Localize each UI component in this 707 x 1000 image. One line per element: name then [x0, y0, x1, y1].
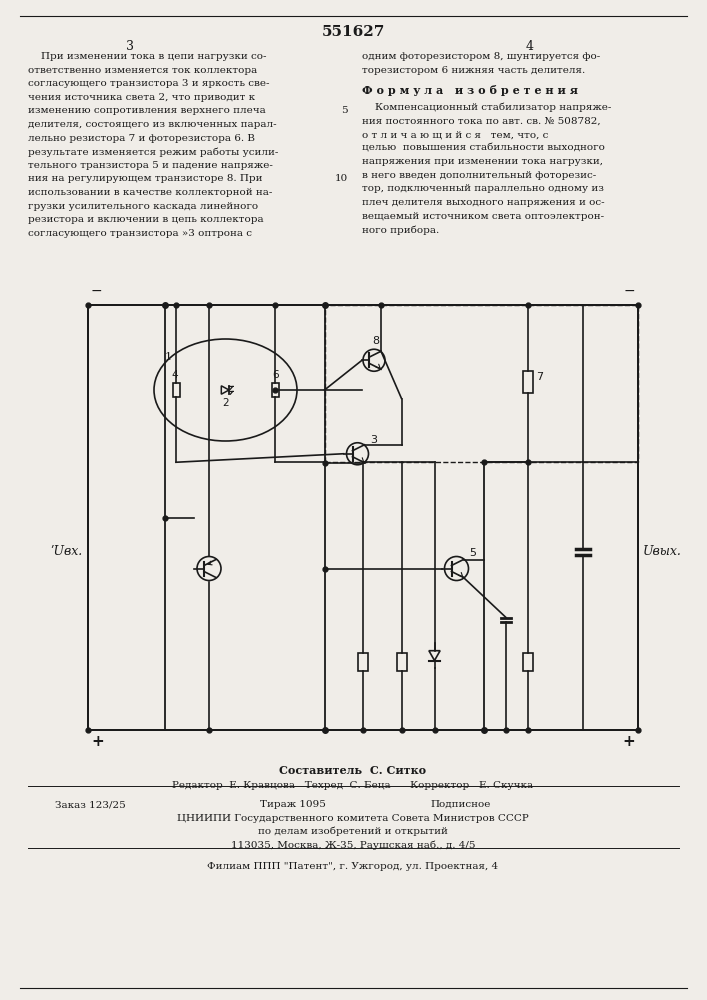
Text: плеч делителя выходного напряжения и ос-: плеч делителя выходного напряжения и ос- — [362, 198, 604, 207]
Text: грузки усилительного каскада линейного: грузки усилительного каскада линейного — [28, 202, 258, 211]
Text: 4: 4 — [172, 370, 178, 380]
Text: напряжения при изменении тока нагрузки,: напряжения при изменении тока нагрузки, — [362, 157, 603, 166]
Text: торезистором 6 нижняя часть делителя.: торезистором 6 нижняя часть делителя. — [362, 66, 585, 75]
Text: делителя, состоящего из включенных парал-: делителя, состоящего из включенных парал… — [28, 120, 276, 129]
Text: ния на регулирующем транзисторе 8. При: ния на регулирующем транзисторе 8. При — [28, 174, 262, 183]
Bar — [271, 383, 279, 397]
Text: 7: 7 — [536, 371, 543, 381]
Text: использовании в качестве коллекторной на-: использовании в качестве коллекторной на… — [28, 188, 272, 197]
Text: лельно резистора 7 и фоторезистора 6. В: лельно резистора 7 и фоторезистора 6. В — [28, 134, 255, 143]
Text: +: + — [91, 734, 104, 749]
Text: −: − — [624, 284, 635, 298]
Text: 551627: 551627 — [321, 25, 385, 39]
Text: 2: 2 — [222, 398, 229, 408]
Text: 1: 1 — [165, 352, 172, 362]
Text: Ф о р м у л а   и з о б р е т е н и я: Ф о р м у л а и з о б р е т е н и я — [362, 85, 578, 96]
Text: чения источника света 2, что приводит к: чения источника света 2, что приводит к — [28, 93, 255, 102]
Text: 113035, Москва, Ж-35, Раушская наб., д. 4/5: 113035, Москва, Ж-35, Раушская наб., д. … — [230, 840, 475, 850]
Text: Компенсационный стабилизатор напряже-: Компенсационный стабилизатор напряже- — [362, 103, 612, 112]
Text: Редактор  Е. Кравцова   Техред  С. Беца      Корректор   Е. Скучка: Редактор Е. Кравцова Техред С. Беца Корр… — [173, 781, 534, 790]
Text: При изменении тока в цепи нагрузки со-: При изменении тока в цепи нагрузки со- — [28, 52, 267, 61]
Text: по делам изобретений и открытий: по делам изобретений и открытий — [258, 827, 448, 836]
Bar — [523, 653, 533, 671]
Text: Тираж 1095: Тираж 1095 — [260, 800, 326, 809]
Text: тельного транзистора 5 и падение напряже-: тельного транзистора 5 и падение напряже… — [28, 161, 273, 170]
Text: Филиам ППП "Патент", г. Ужгород, ул. Проектная, 4: Филиам ППП "Патент", г. Ужгород, ул. Про… — [207, 862, 498, 871]
Text: 5: 5 — [469, 548, 477, 558]
Text: ния постоянного тока по авт. св. № 508782,: ния постоянного тока по авт. св. № 50878… — [362, 116, 601, 125]
Bar — [358, 653, 368, 671]
Text: одним фоторезистором 8, шунтируется фо-: одним фоторезистором 8, шунтируется фо- — [362, 52, 600, 61]
Text: резистора и включении в цепь коллектора: резистора и включении в цепь коллектора — [28, 215, 264, 224]
Text: о т л и ч а ю щ и й с я   тем, что, с: о т л и ч а ю щ и й с я тем, что, с — [362, 130, 549, 139]
Text: 5: 5 — [341, 106, 348, 115]
Text: согласующего транзистора »3 оптрона с: согласующего транзистора »3 оптрона с — [28, 229, 252, 238]
Text: изменению сопротивления верхнего плеча: изменению сопротивления верхнего плеча — [28, 106, 266, 115]
Text: ЦНИИПИ Государственного комитета Совета Министров СССР: ЦНИИПИ Государственного комитета Совета … — [177, 814, 529, 823]
Text: целью  повышения стабильности выходного: целью повышения стабильности выходного — [362, 144, 605, 153]
Text: вещаемый источником света оптоэлектрон-: вещаемый источником света оптоэлектрон- — [362, 212, 604, 221]
Text: Подписное: Подписное — [430, 800, 491, 809]
Text: 4: 4 — [526, 40, 534, 53]
Text: согласующего транзистора 3 и яркость све-: согласующего транзистора 3 и яркость све… — [28, 79, 269, 88]
Text: 10: 10 — [334, 174, 348, 183]
Text: 3: 3 — [126, 40, 134, 53]
Text: тор, подключенный параллельно одному из: тор, подключенный параллельно одному из — [362, 184, 604, 193]
Text: 8: 8 — [373, 336, 380, 346]
Bar — [173, 383, 180, 397]
Text: в него введен дополнительный фоторезис-: в него введен дополнительный фоторезис- — [362, 171, 596, 180]
Bar — [397, 653, 407, 671]
Text: ʹUвх.: ʹUвх. — [51, 545, 83, 558]
Text: ответственно изменяется ток коллектора: ответственно изменяется ток коллектора — [28, 66, 257, 75]
Text: Заказ 123/25: Заказ 123/25 — [55, 800, 126, 809]
Bar — [523, 370, 533, 392]
Text: Составитель  С. Ситко: Составитель С. Ситко — [279, 765, 426, 776]
Text: 3: 3 — [370, 435, 378, 445]
Text: +: + — [622, 734, 635, 749]
Text: Uвых.: Uвых. — [643, 545, 682, 558]
Text: 6: 6 — [273, 370, 279, 380]
Text: −: − — [91, 284, 103, 298]
Text: ного прибора.: ного прибора. — [362, 225, 439, 235]
Text: результате изменяется режим работы усили-: результате изменяется режим работы усили… — [28, 147, 279, 157]
